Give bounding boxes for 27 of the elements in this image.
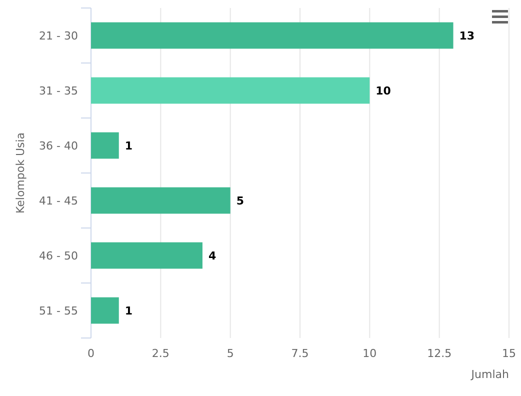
- bar: [91, 297, 119, 324]
- x-axis-title: Jumlah: [470, 368, 510, 381]
- data-label: 13: [459, 30, 475, 42]
- data-label: 4: [208, 250, 216, 262]
- data-label: 1: [124, 140, 133, 152]
- y-axis-title: Kelompok Usia: [14, 132, 27, 214]
- bar: [91, 187, 230, 214]
- y-tick-label: 31 - 35: [39, 84, 78, 98]
- data-label: 5: [236, 194, 244, 208]
- x-tick-label: 10: [362, 347, 377, 360]
- y-tick-label: 46 - 50: [39, 250, 78, 262]
- data-label: 10: [376, 84, 392, 98]
- y-tick-label: 41 - 45: [39, 194, 78, 208]
- x-tick-label: 12.5: [427, 347, 452, 360]
- y-tick-label: 36 - 40: [39, 140, 78, 152]
- x-tick-label: 7.5: [291, 347, 309, 360]
- x-tick-label: 5: [226, 347, 234, 360]
- bar: [91, 132, 119, 159]
- data-label: 1: [124, 304, 133, 318]
- bar: [91, 242, 202, 269]
- x-tick-label: 0: [88, 347, 94, 360]
- y-tick-label: 51 - 55: [39, 304, 78, 318]
- bar: [91, 77, 370, 104]
- y-tick-label: 21 - 30: [39, 30, 78, 42]
- bar: [91, 22, 454, 49]
- x-tick-label: 15: [502, 347, 516, 360]
- x-tick-label: 2.5: [152, 347, 170, 360]
